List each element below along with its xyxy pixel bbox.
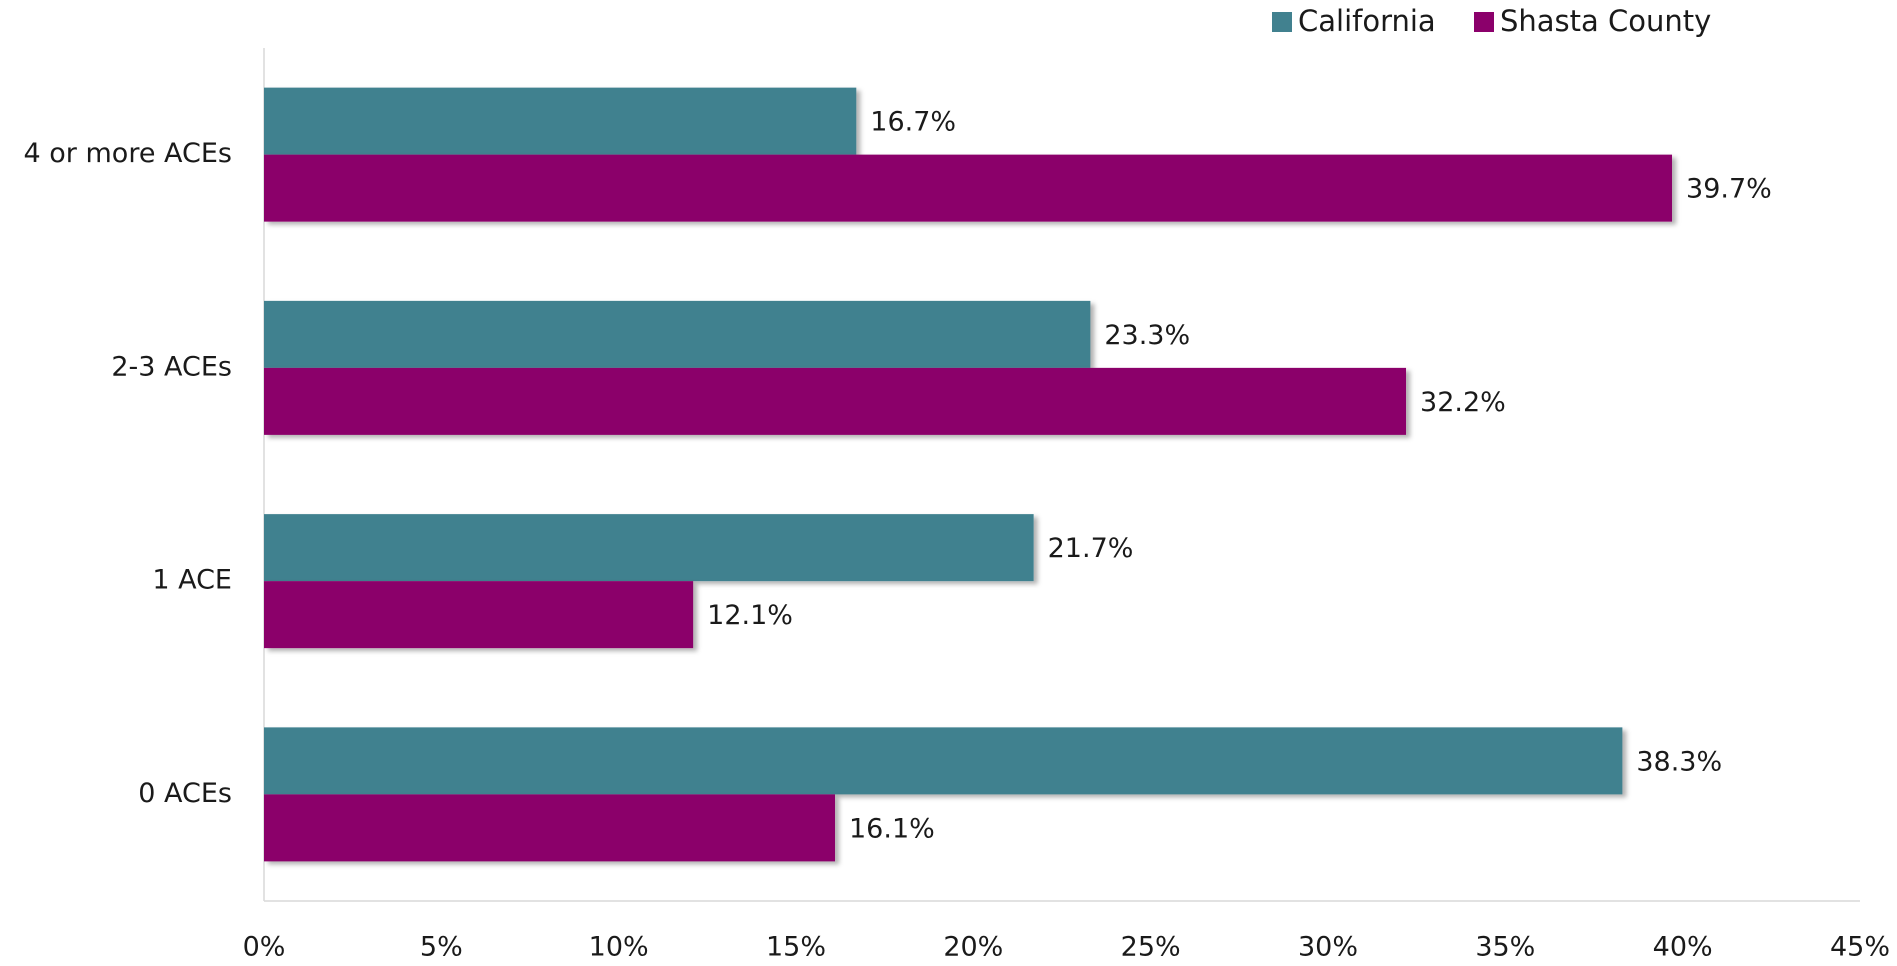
legend-label: California [1298, 4, 1436, 38]
data-label: 16.1% [849, 813, 935, 844]
bar [264, 154, 1673, 222]
x-tick-label: 45% [1830, 932, 1890, 963]
legend-swatch [1272, 12, 1292, 32]
x-tick-label: 40% [1653, 932, 1713, 963]
x-tick-label: 25% [1121, 932, 1181, 963]
bar [264, 87, 857, 155]
data-label: 39.7% [1686, 174, 1772, 205]
x-tick-label: 0% [243, 932, 286, 963]
data-label: 12.1% [707, 600, 793, 631]
data-label: 32.2% [1420, 387, 1506, 418]
bar [264, 727, 1623, 795]
x-tick-label: 20% [943, 932, 1003, 963]
legend-swatch [1474, 12, 1494, 32]
data-label: 23.3% [1104, 320, 1190, 351]
y-tick-label: 2-3 ACEs [111, 351, 232, 382]
x-tick-label: 5% [420, 932, 463, 963]
y-tick-label: 4 or more ACEs [24, 138, 232, 169]
x-tick-label: 15% [766, 932, 826, 963]
y-tick-label: 1 ACE [152, 565, 232, 596]
y-tick-label: 0 ACEs [138, 778, 232, 809]
bar [264, 367, 1407, 435]
legend-label: Shasta County [1500, 4, 1711, 38]
bar [264, 514, 1034, 582]
bar [264, 300, 1091, 368]
x-tick-label: 35% [1475, 932, 1535, 963]
data-label: 21.7% [1048, 533, 1134, 564]
data-label: 38.3% [1636, 746, 1722, 777]
x-tick-label: 10% [589, 932, 649, 963]
bar [264, 581, 694, 649]
bar [264, 794, 836, 862]
data-label: 16.7% [870, 107, 956, 138]
x-tick-label: 30% [1298, 932, 1358, 963]
